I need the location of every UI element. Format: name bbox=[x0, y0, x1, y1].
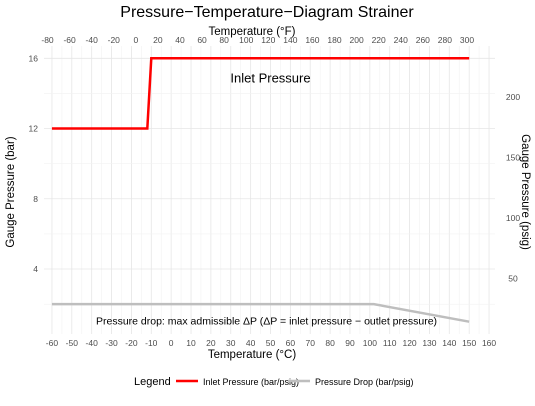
y-tick-label: 8 bbox=[33, 194, 38, 204]
annotation-text: Pressure drop: max admissible ΔP (ΔP = i… bbox=[96, 316, 437, 328]
x-axis-label: Temperature (°C) bbox=[208, 349, 296, 361]
y-right-tick-label: 200 bbox=[506, 92, 520, 102]
x-top-tick-label: -40 bbox=[86, 35, 99, 45]
legend-title: Legend bbox=[134, 376, 171, 388]
x-tick-label: 100 bbox=[363, 338, 377, 348]
legend-label-inlet-pressure: Inlet Pressure (bar/psig) bbox=[203, 377, 299, 387]
x-tick-label: -60 bbox=[46, 338, 59, 348]
x-tick-label: 40 bbox=[246, 338, 256, 348]
x-tick-label: -10 bbox=[145, 338, 158, 348]
y-tick-label: 16 bbox=[29, 53, 39, 63]
series-line-inlet-pressure-bar-psig bbox=[51, 57, 470, 130]
legend-label-pressure-drop: Pressure Drop (bar/psig) bbox=[315, 377, 414, 387]
x-top-tick-label: 140 bbox=[283, 35, 297, 45]
y-right-tick-label: 100 bbox=[506, 213, 520, 223]
y-tick-label: 4 bbox=[33, 264, 38, 274]
x-top-tick-label: -20 bbox=[108, 35, 121, 45]
x-top-tick-label: 200 bbox=[349, 35, 363, 45]
series-line-pressure-drop-bar-psig bbox=[51, 302, 470, 323]
x-tick-label: 90 bbox=[345, 338, 355, 348]
x-tick-label: 120 bbox=[402, 338, 416, 348]
x-top-tick-label: 120 bbox=[261, 35, 275, 45]
x-axis-top-label: Temperature (°F) bbox=[208, 26, 295, 38]
x-top-tick-label: 300 bbox=[460, 35, 474, 45]
x-tick-label: -40 bbox=[86, 338, 99, 348]
x-tick-label: -30 bbox=[105, 338, 118, 348]
x-top-tick-label: 20 bbox=[153, 35, 163, 45]
x-top-tick-label: 60 bbox=[197, 35, 207, 45]
x-top-tick-label: 100 bbox=[239, 35, 253, 45]
y-tick-label: 12 bbox=[29, 124, 39, 134]
x-top-tick-label: 280 bbox=[438, 35, 452, 45]
x-tick-label: 130 bbox=[422, 338, 436, 348]
x-tick-label: 30 bbox=[226, 338, 236, 348]
x-top-tick-label: -80 bbox=[41, 35, 54, 45]
x-tick-label: 10 bbox=[186, 338, 196, 348]
x-tick-label: -50 bbox=[66, 338, 79, 348]
x-tick-label: 160 bbox=[482, 338, 496, 348]
x-tick-label: 150 bbox=[462, 338, 476, 348]
legend: Legend Inlet Pressure (bar/psig) Pressur… bbox=[134, 376, 414, 388]
x-top-tick-label: 40 bbox=[175, 35, 185, 45]
annotation-text: Inlet Pressure bbox=[230, 70, 310, 85]
x-top-tick-label: 0 bbox=[133, 35, 138, 45]
x-top-tick-label: 240 bbox=[394, 35, 408, 45]
x-tick-label: 80 bbox=[325, 338, 335, 348]
grid-group bbox=[44, 46, 495, 334]
y-axis-label: Gauge Pressure (bar) bbox=[5, 136, 17, 247]
y-right-tick-label: 150 bbox=[506, 153, 520, 163]
x-tick-label: -20 bbox=[125, 338, 138, 348]
x-tick-label: 0 bbox=[169, 338, 174, 348]
x-top-tick-label: 220 bbox=[372, 35, 386, 45]
x-top-tick-label: 160 bbox=[305, 35, 319, 45]
x-tick-label: 140 bbox=[442, 338, 456, 348]
x-tick-label: 20 bbox=[206, 338, 216, 348]
x-tick-label: 70 bbox=[305, 338, 315, 348]
chart-title: Pressure−Temperature−Diagram Strainer bbox=[120, 4, 414, 21]
x-top-tick-label: 260 bbox=[416, 35, 430, 45]
x-tick-label: 110 bbox=[383, 338, 397, 348]
x-tick-label: 60 bbox=[286, 338, 296, 348]
x-top-tick-label: 180 bbox=[327, 35, 341, 45]
x-top-tick-label: -60 bbox=[63, 35, 76, 45]
y-right-tick-label: 50 bbox=[508, 274, 518, 284]
x-tick-label: 50 bbox=[266, 338, 276, 348]
x-top-tick-label: 80 bbox=[219, 35, 229, 45]
y-axis-right-label: Gauge Pressure (psig) bbox=[519, 134, 531, 250]
